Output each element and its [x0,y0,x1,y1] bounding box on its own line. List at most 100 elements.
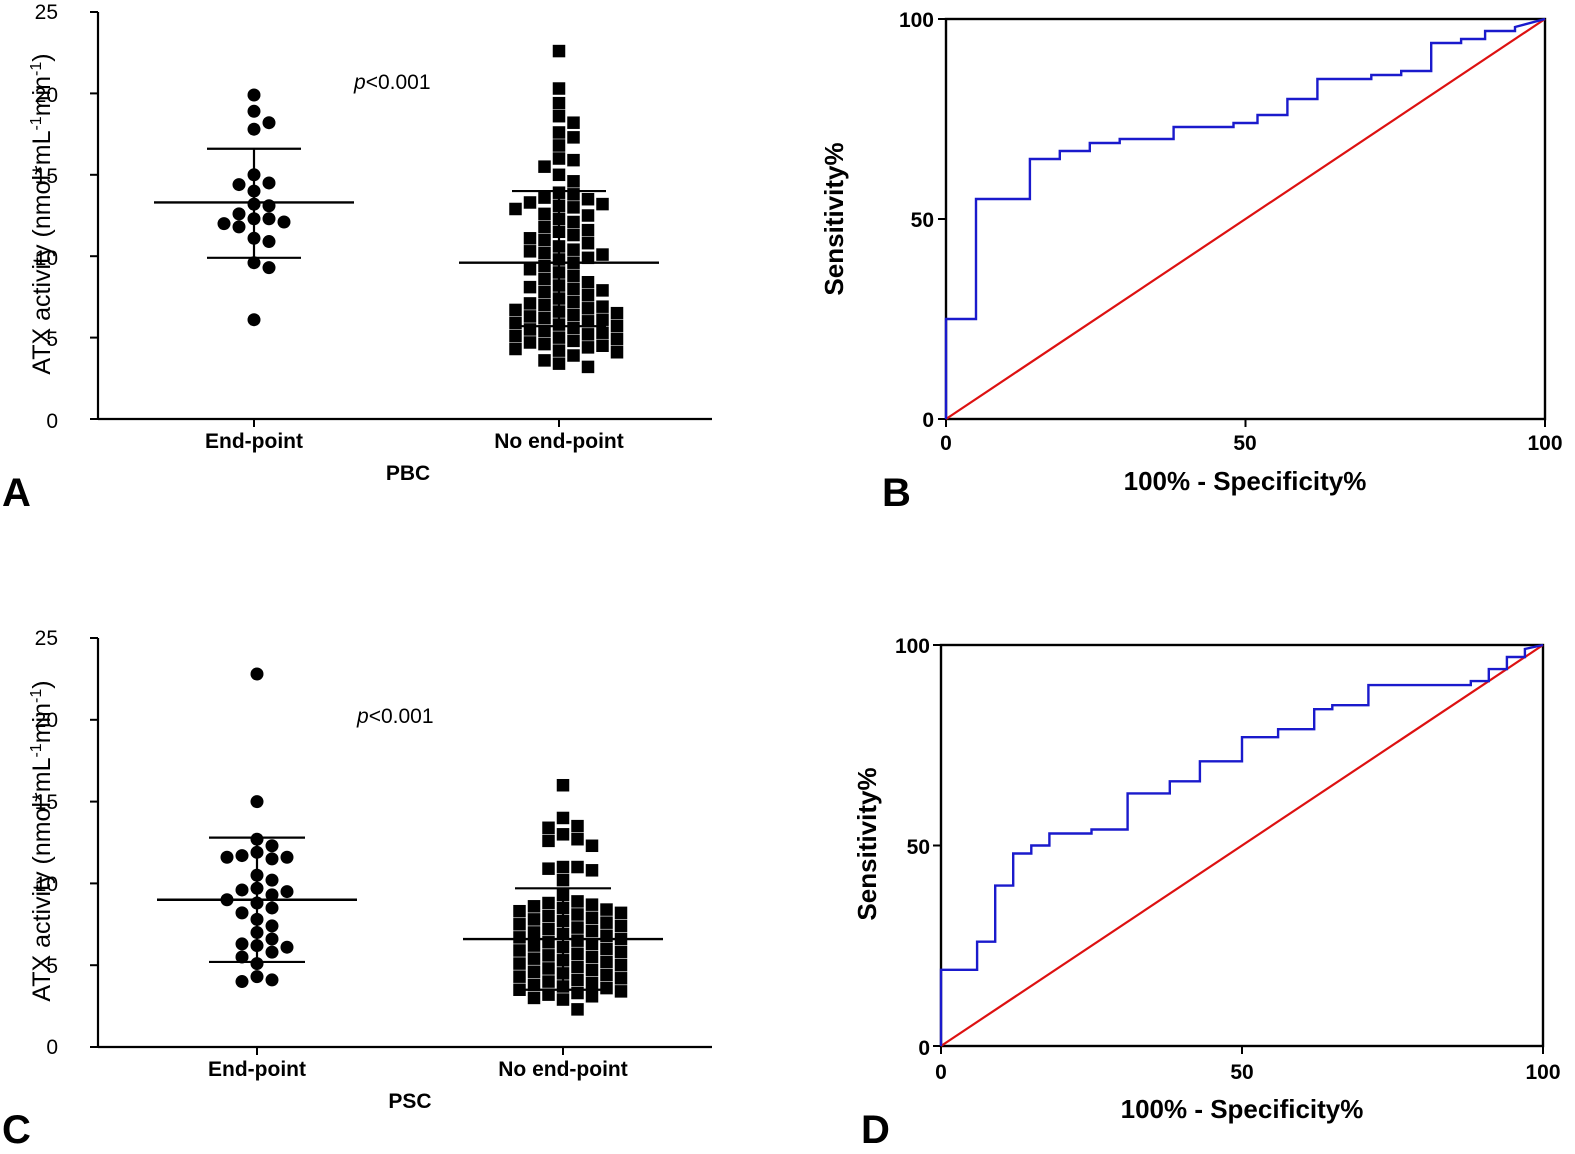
panel-a-point-no-end-point [552,168,566,182]
panel-a-point-no-end-point [509,303,522,317]
panel-c-point-no-end-point [571,960,584,974]
panel-c-point-no-end-point [585,950,599,964]
panel-c-point-end-point [250,957,264,971]
panel-c-plot [90,637,712,1055]
panel-c-point-no-end-point [585,976,599,990]
panel-c-point-no-end-point [600,955,613,969]
panel-c-point-no-end-point [571,947,584,960]
panel-a-point-no-end-point [552,44,566,58]
panel-d-plot [933,643,1545,1054]
panel-a-point-no-end-point [567,321,580,335]
panel-a-point-no-end-point [610,346,624,359]
panel-c-point-no-end-point [527,965,541,978]
panel-c-point-no-end-point [513,957,526,970]
panel-c-point-no-end-point [542,949,555,962]
panel-c-p-value: p<0.001 [356,705,434,728]
panel-c-point-no-end-point [614,906,628,920]
panel-a-ylabel: ATX activity (nmol*mL-1min-1) [28,53,56,374]
panel-a-point-no-end-point [538,298,551,312]
panel-b-xtick-50: 50 [1233,432,1256,455]
panel-c-point-no-end-point [542,975,555,988]
panel-c-point-no-end-point [542,821,555,835]
panel-a-point-no-end-point [567,269,580,282]
panel-c-point-no-end-point [585,990,599,1003]
panel-c-point-no-end-point [585,937,599,951]
panel-a-point-no-end-point [552,331,566,344]
panel-c-ytick-10: 10 [35,873,58,896]
panel-a-point-no-end-point [596,197,609,211]
panel-a-point-no-end-point [523,245,537,258]
panel-c-point-no-end-point [571,860,584,874]
panel-a-point-no-end-point [523,196,537,209]
panel-a-category-end-point: End-point [205,430,303,453]
panel-c-point-no-end-point [614,919,628,933]
panel-c-ylabel: ATX activity (nmol*mL-1min-1) [28,680,56,1001]
panel-c-point-no-end-point [527,913,541,926]
panel-a-point-no-end-point [523,262,537,276]
panel-c-point-no-end-point [527,991,541,1005]
panel-a-ytick-25: 25 [35,1,58,24]
panel-a-point-no-end-point [567,131,580,144]
panel-c-point-no-end-point [513,931,526,944]
panel-c-point-end-point [235,975,249,989]
panel-a-ytick-15: 15 [35,165,58,188]
panel-c-point-end-point [265,919,279,933]
panel-a-point-end-point [262,212,276,226]
panel-a-category-no-end-point: No end-point [494,430,623,453]
panel-b-ytick-0: 0 [922,409,934,432]
panel-c-point-end-point [280,940,294,954]
panel-a-point-end-point [262,116,276,130]
panel-c-point-no-end-point [571,986,584,1000]
panel-c-point-no-end-point [527,939,541,952]
panel-a-point-no-end-point [567,282,580,296]
panel-a-point-no-end-point [610,332,624,346]
panel-a-point-no-end-point [581,289,595,302]
panel-d-xlabel: 100% - Specificity% [1121,1094,1364,1124]
panel-a-point-no-end-point [567,308,580,322]
panel-c-point-no-end-point [556,811,570,825]
panel-c-point-end-point [265,901,279,915]
panel-a-point-no-end-point [552,344,566,357]
panel-c-point-no-end-point [571,934,584,947]
panel-c-point-no-end-point [614,985,628,998]
panel-a-point-end-point [232,178,246,192]
panel-c-point-end-point [235,906,249,920]
panel-a-point-no-end-point [567,116,580,129]
panel-a-point-no-end-point [581,341,595,354]
panel-a-point-no-end-point [567,201,580,214]
panel-a-point-no-end-point [610,306,624,320]
panel-a-point-no-end-point [552,357,566,370]
panel-a-point-no-end-point [581,192,595,206]
panel-c-point-end-point [280,850,294,864]
panel-a-point-no-end-point [523,323,537,336]
panel-c-point-no-end-point [600,981,613,995]
panel-c-point-no-end-point [600,903,613,916]
panel-a-point-no-end-point [596,326,609,339]
panel-a-point-end-point [247,256,261,270]
panel-a-xlabel: PBC [386,462,430,485]
panel-a-point-end-point [232,207,246,221]
panel-c-category-end-point: End-point [208,1058,306,1081]
panel-a-point-end-point [247,88,261,102]
panel-a: 25 20 15 10 5 0 ATX activity (nmol*mL-1m… [2,1,624,515]
panel-b-reference-line [945,18,1546,420]
panel-a-point-no-end-point [610,319,624,333]
panel-a-point-no-end-point [596,339,609,352]
panel-d-ytick-50: 50 [907,836,930,859]
panel-c-point-no-end-point [571,921,584,934]
panel-b-xlabel: 100% - Specificity% [1124,466,1367,496]
panel-a-point-no-end-point [552,109,566,123]
panel-a-point-no-end-point [538,207,551,221]
panel-a-point-no-end-point [523,280,537,294]
panel-c-point-no-end-point [527,952,541,965]
panel-c-point-no-end-point [614,972,628,985]
panel-a-point-no-end-point [596,248,609,261]
panel-a-point-no-end-point [538,311,551,325]
panel-b-roc-curve [944,17,1546,419]
panel-c-point-end-point [235,849,249,863]
panel-a-plot [90,11,712,427]
panel-a-ytick-20: 20 [35,84,58,107]
panel-d-ylabel: Sensitivity% [852,767,882,920]
panel-c-point-no-end-point [571,1003,584,1016]
